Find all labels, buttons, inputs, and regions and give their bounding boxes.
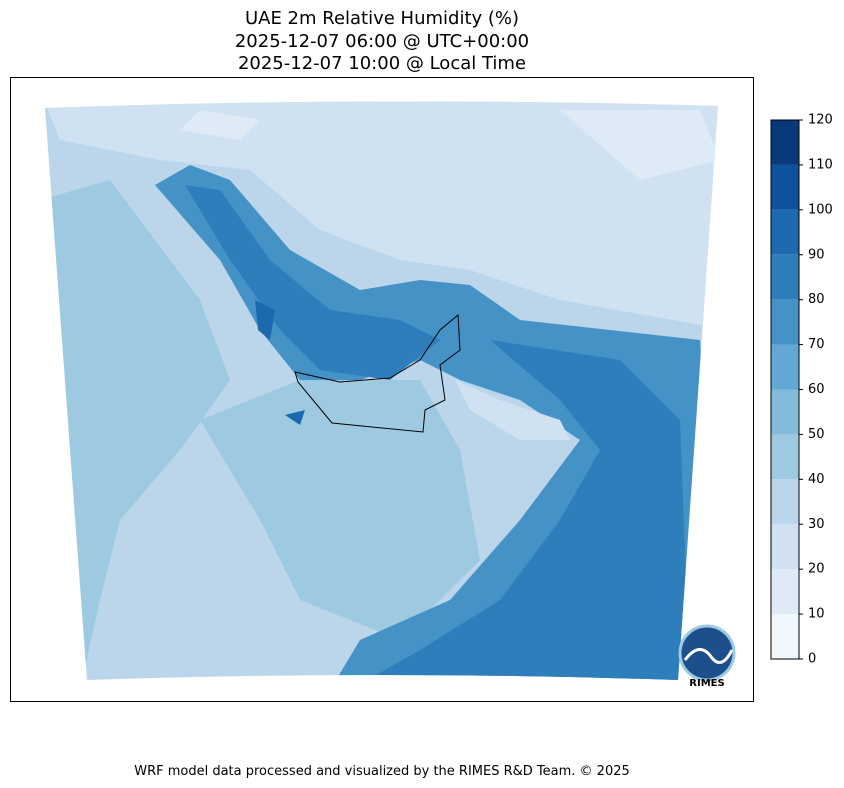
logo: RIMES bbox=[678, 624, 736, 689]
map bbox=[45, 101, 718, 681]
logo-wave bbox=[683, 648, 734, 664]
colorbar-tick-label: 110 bbox=[808, 157, 833, 172]
colorbar: 0 10 20 30 40 50 60 70 80 90 100 110 120 bbox=[770, 113, 833, 667]
map-frame bbox=[10, 77, 754, 702]
colorbar-band bbox=[771, 479, 799, 525]
colorbar-band bbox=[771, 614, 799, 659]
colorbar-band bbox=[771, 344, 799, 390]
title-line: 2025-12-07 10:00 @ Local Time bbox=[238, 53, 526, 74]
colorbar-tick-label: 10 bbox=[808, 607, 825, 622]
colorbar-tick-label: 50 bbox=[808, 427, 825, 442]
colorbar-band bbox=[771, 569, 799, 615]
colorbar-tick-label: 120 bbox=[808, 113, 833, 128]
colorbar-band bbox=[771, 299, 799, 345]
colorbar-band bbox=[771, 209, 799, 255]
colorbar-tick-label: 40 bbox=[808, 472, 825, 487]
colorbar-band bbox=[771, 164, 799, 210]
colorbar-tick-label: 60 bbox=[808, 382, 825, 397]
field bbox=[180, 110, 718, 180]
colorbar-band bbox=[771, 524, 799, 570]
colorbar-tick-label: 100 bbox=[808, 202, 833, 217]
colorbar-tick-label: 0 bbox=[808, 652, 816, 667]
footer: WRF model data processed and visualized … bbox=[134, 764, 630, 779]
field bbox=[200, 380, 480, 640]
colorbar-tick-label: 80 bbox=[808, 292, 825, 307]
colorbar-tick-label: 20 bbox=[808, 562, 825, 577]
colorbar-band bbox=[771, 120, 799, 165]
field bbox=[255, 300, 305, 425]
field bbox=[45, 180, 230, 681]
colorbar-band bbox=[771, 254, 799, 300]
colorbar-band bbox=[771, 389, 799, 435]
colorbar-tick-label: 90 bbox=[808, 247, 825, 262]
logo-text: RIMES bbox=[689, 678, 724, 689]
field bbox=[45, 101, 718, 330]
title-line: UAE 2m Relative Humidity (%) bbox=[245, 8, 519, 29]
title-line: 2025-12-07 06:00 @ UTC+00:00 bbox=[235, 31, 529, 52]
field bbox=[455, 380, 570, 440]
uae-border bbox=[294, 313, 461, 433]
field bbox=[185, 185, 440, 380]
field bbox=[350, 340, 690, 681]
colorbar-tick-label: 70 bbox=[808, 337, 825, 352]
colorbar-band bbox=[771, 434, 799, 480]
colorbar-tick-label: 30 bbox=[808, 517, 825, 532]
